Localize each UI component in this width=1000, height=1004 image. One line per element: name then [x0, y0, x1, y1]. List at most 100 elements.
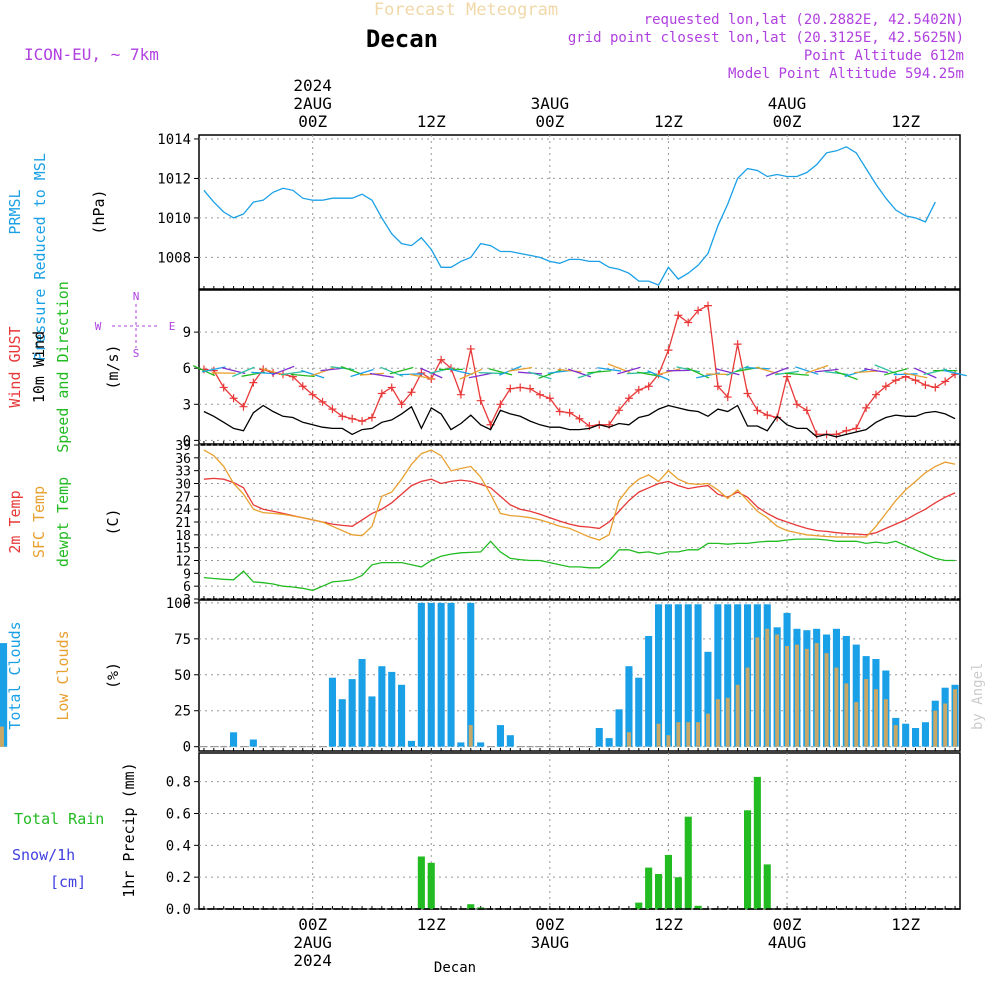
- top-time-label: 00Z: [535, 112, 564, 131]
- bar-total-clouds: [418, 603, 425, 747]
- bottom-time-label: 00Z: [535, 915, 564, 934]
- y-tick-label: 6: [183, 361, 191, 377]
- bar-total-clouds: [398, 685, 405, 747]
- y-tick-label: 9: [183, 567, 191, 582]
- ylabel-snow-unit: [cm]: [50, 873, 86, 891]
- bar-total-clouds: [616, 709, 623, 746]
- y-tick-label: 12: [175, 555, 191, 570]
- y-tick-label: 0.4: [166, 838, 191, 854]
- panel-frame-pressure: [199, 135, 960, 289]
- gust-marker: [763, 411, 771, 419]
- ylabel-clouds-2: (%): [104, 662, 122, 689]
- bar-total-clouds: [457, 742, 464, 746]
- ylabel-snow: Snow/1h: [12, 846, 75, 864]
- bar-low-clouds: [795, 645, 799, 747]
- bottom-time-label: 00Z: [773, 915, 802, 934]
- top-time-label: 2AUG: [293, 94, 332, 113]
- bar-total-clouds: [596, 728, 603, 747]
- bar-low-clouds: [0, 737, 4, 747]
- bar-total-rain: [665, 855, 672, 909]
- compass-west: W: [95, 320, 102, 333]
- y-tick-label: 100: [166, 596, 191, 612]
- gust-marker: [664, 346, 672, 354]
- bar-low-clouds: [469, 725, 473, 747]
- bar-low-clouds: [785, 646, 789, 747]
- bar-total-clouds: [477, 742, 484, 746]
- bar-low-clouds: [775, 635, 779, 747]
- compass-north: N: [133, 290, 140, 303]
- bar-total-clouds: [408, 741, 415, 747]
- bar-total-clouds: [606, 738, 613, 747]
- model-label: ICON-EU, ~ 7km: [24, 45, 159, 64]
- gust-marker: [388, 383, 396, 391]
- y-tick-label: 1014: [157, 132, 191, 148]
- y-tick-label: 36: [175, 452, 191, 467]
- top-time-label: 4AUG: [768, 94, 807, 113]
- gust-marker: [348, 415, 356, 423]
- ylabel-clouds-1: Low Clouds: [54, 630, 72, 720]
- bottom-time-label: 4AUG: [768, 933, 807, 952]
- series-line-2m-temp: [204, 478, 955, 534]
- bottom-time-label: 00Z: [298, 915, 327, 934]
- top-time-label: 3AUG: [531, 94, 570, 113]
- ylabel-pressure-0: PRMSL: [6, 189, 24, 234]
- bar-total-clouds: [250, 740, 257, 747]
- bar-total-rain: [418, 857, 425, 910]
- top-time-label: 12Z: [891, 112, 920, 131]
- bar-total-clouds: [497, 725, 504, 747]
- bar-total-clouds: [635, 678, 642, 747]
- bottom-time-label: 12Z: [417, 915, 446, 934]
- y-tick-label: 1012: [157, 171, 191, 187]
- top-time-label: 12Z: [654, 112, 683, 131]
- y-tick-label: 15: [175, 542, 191, 557]
- y-tick-label: 0.6: [166, 806, 191, 822]
- gust-marker: [526, 385, 534, 393]
- y-tick-label: 27: [175, 490, 191, 505]
- ylabel-wind-2: Speed and Direction: [54, 281, 72, 453]
- bar-low-clouds: [825, 653, 829, 747]
- y-tick-label: 24: [175, 503, 191, 518]
- bottom-time-label: 2024: [293, 951, 332, 970]
- bar-total-rain: [685, 817, 692, 909]
- bar-total-clouds: [230, 732, 237, 746]
- bar-low-clouds: [874, 689, 878, 747]
- wind-direction-arrows: [193, 364, 967, 380]
- ylabel-wind-0: Wind GUST: [6, 326, 24, 407]
- y-tick-label: 50: [174, 668, 191, 684]
- bar-low-clouds: [815, 643, 819, 747]
- top-time-label: 12Z: [417, 112, 446, 131]
- gust-marker: [803, 406, 811, 414]
- y-tick-label: 21: [175, 516, 191, 531]
- series-line-dewpt-temp: [204, 539, 955, 590]
- ylabel-precip-mm: 1hr Precip (mm): [120, 762, 138, 897]
- bottom-time-label: 12Z: [654, 915, 683, 934]
- gust-marker: [734, 340, 742, 348]
- bar-low-clouds: [884, 699, 888, 747]
- bar-total-clouds: [902, 724, 909, 747]
- bar-low-clouds: [943, 704, 947, 747]
- bar-total-clouds: [912, 728, 919, 747]
- gust-marker: [516, 383, 524, 391]
- bar-total-clouds: [368, 696, 375, 746]
- ylabel-temperature-3: (C): [104, 508, 122, 535]
- y-tick-label: 33: [175, 465, 191, 480]
- bar-total-clouds: [339, 699, 346, 747]
- bar-total-clouds: [448, 603, 455, 747]
- y-tick-label: 0.0: [166, 902, 191, 918]
- ylabel-temperature-2: dewpt Temp: [54, 477, 72, 567]
- bar-low-clouds: [736, 685, 740, 747]
- bottom-time-label: 12Z: [891, 915, 920, 934]
- compass-east: E: [169, 320, 176, 333]
- y-tick-label: 1008: [157, 250, 191, 266]
- bar-low-clouds: [844, 683, 848, 746]
- bar-low-clouds: [854, 702, 858, 747]
- bar-low-clouds: [864, 679, 868, 747]
- bar-total-rain: [428, 863, 435, 909]
- gust-marker: [467, 345, 475, 353]
- bar-total-clouds: [507, 735, 514, 747]
- bottom-time-label: 2AUG: [293, 933, 332, 952]
- gust-marker: [496, 400, 504, 408]
